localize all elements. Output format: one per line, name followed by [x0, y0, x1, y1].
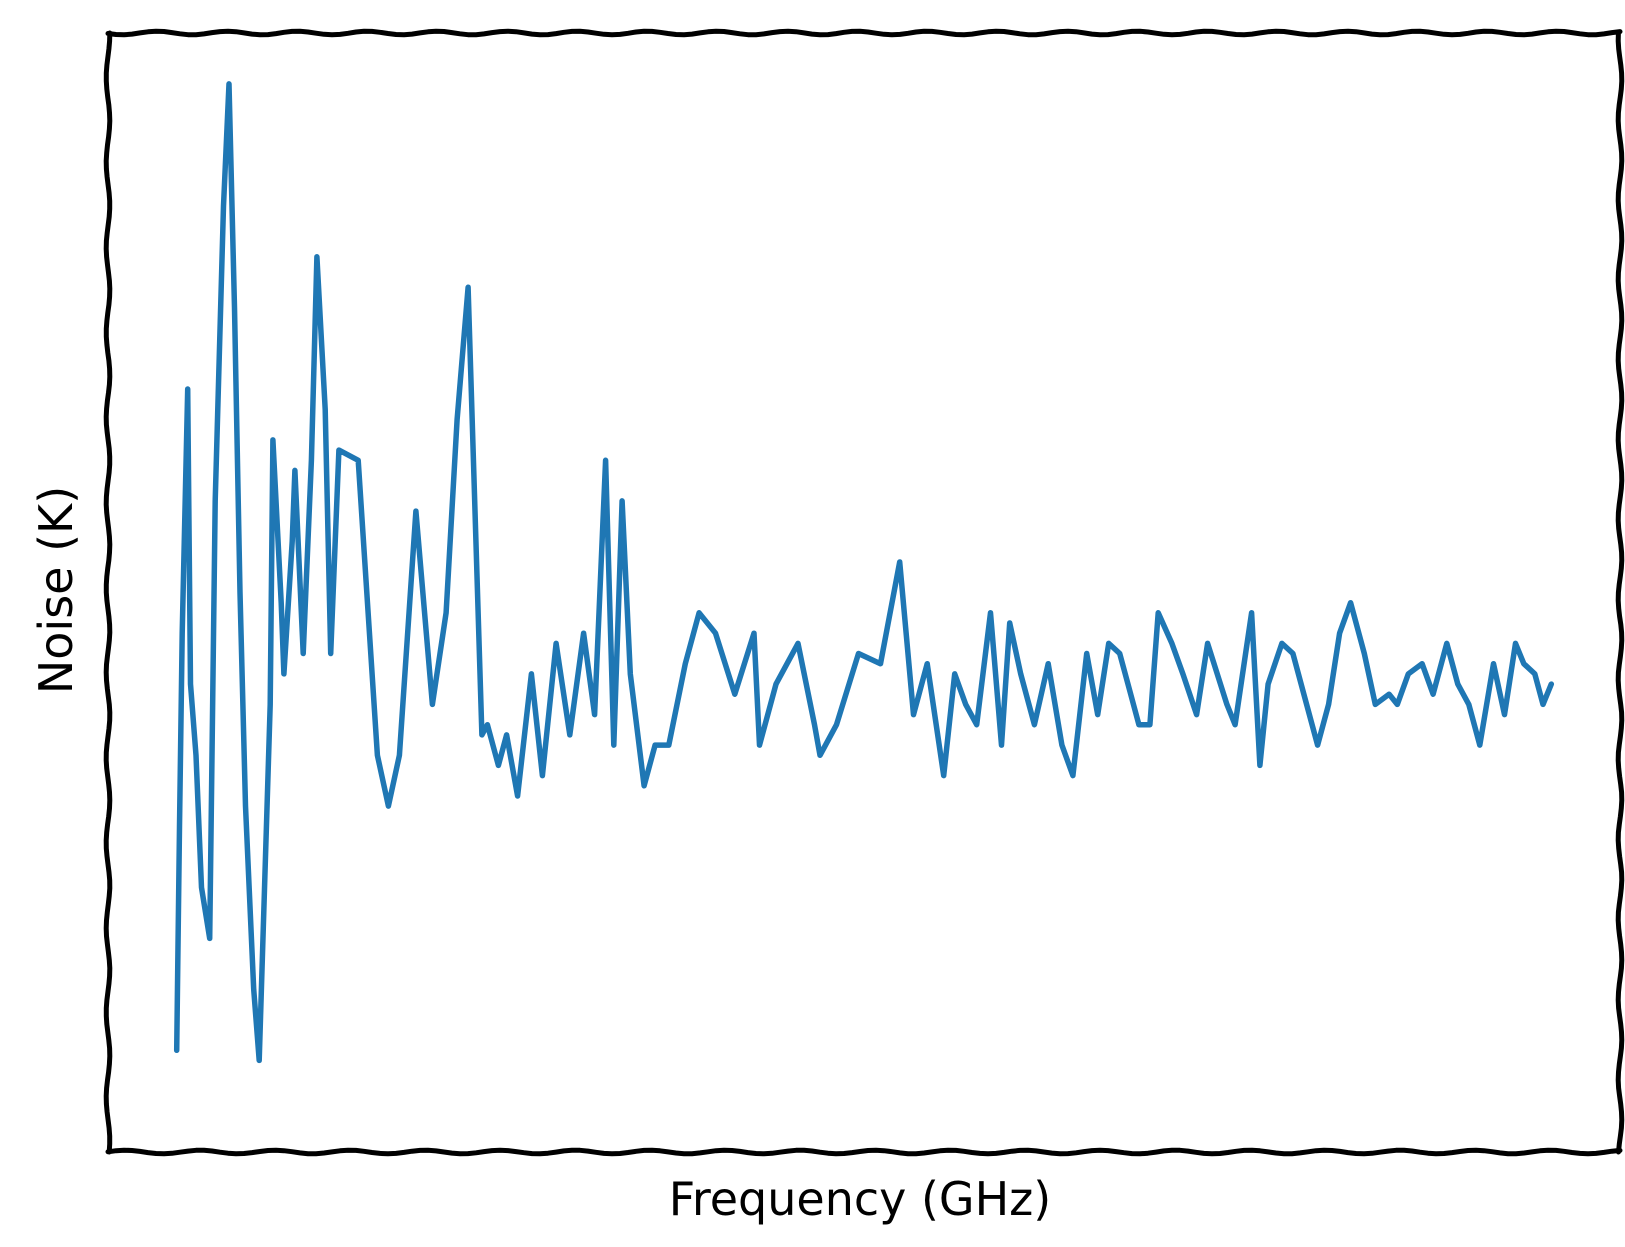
- plot-frame: [103, 28, 1625, 1157]
- y-axis-label: Noise (K): [29, 486, 83, 694]
- x-axis-label: Frequency (GHz): [669, 1172, 1052, 1226]
- series-line: [173, 81, 1555, 1064]
